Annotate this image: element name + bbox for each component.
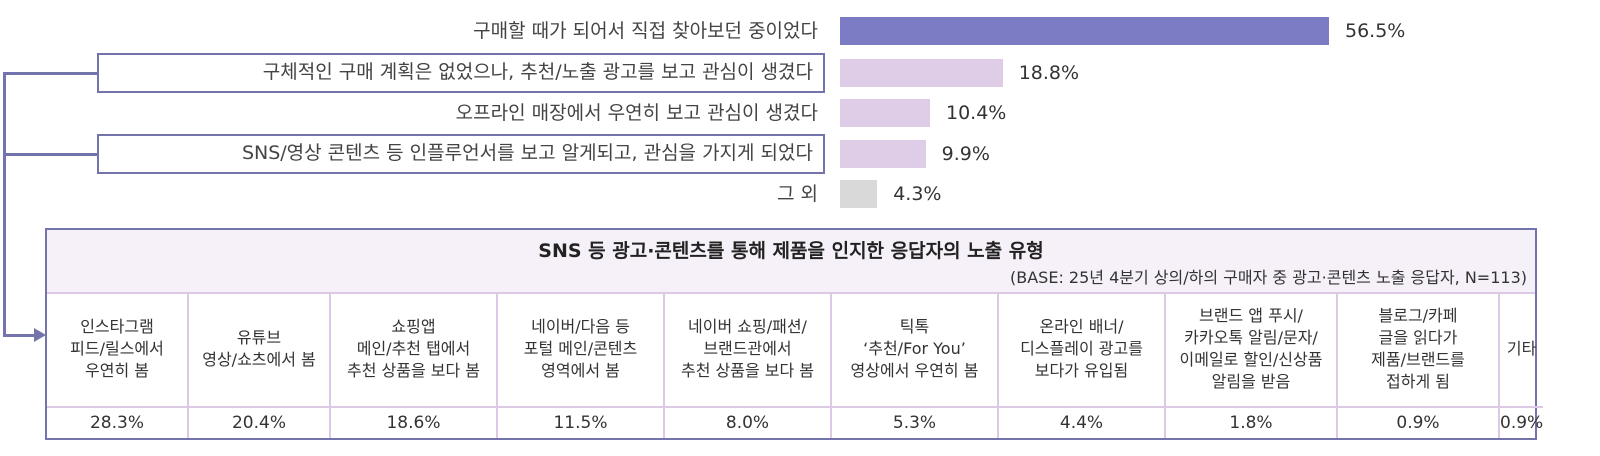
table-column: 기타 0.9% bbox=[1500, 292, 1544, 438]
value-label: 4.3% bbox=[893, 183, 942, 205]
bar-row: 오프라인 매장에서 우연히 보고 관심이 생겼다 10.4% bbox=[0, 93, 1600, 133]
table-column: 인스타그램 피드/릴스에서 우연히 봄 28.3% bbox=[47, 292, 189, 438]
table-column: 브랜드 앱 푸시/ 카카오톡 알림/문자/ 이메일로 할인/신상품 알림을 받음… bbox=[1166, 292, 1338, 438]
bar-row: 그 외 4.3% bbox=[0, 174, 1600, 214]
category-label: 구매할 때가 되어서 직접 찾아보던 중이었다 bbox=[473, 20, 818, 42]
table-column: 온라인 배너/ 디스플레이 광고를 보다가 유입됨 4.4% bbox=[999, 292, 1166, 438]
bar bbox=[840, 180, 878, 208]
table-column: 네이버/다음 등 포털 메인/콘텐츠 영역에서 봄 11.5% bbox=[498, 292, 665, 438]
column-header: 온라인 배너/ 디스플레이 광고를 보다가 유입됨 bbox=[999, 292, 1164, 408]
column-value: 0.9% bbox=[1396, 413, 1440, 433]
bar bbox=[840, 99, 930, 127]
connector-line bbox=[3, 334, 37, 337]
category-label: 오프라인 매장에서 우연히 보고 관심이 생겼다 bbox=[455, 102, 818, 124]
column-value: 5.3% bbox=[892, 413, 937, 433]
table-header: SNS 등 광고·콘텐츠를 통해 제품을 인지한 응답자의 노출 유형 (BAS… bbox=[47, 230, 1535, 294]
column-header: 네이버/다음 등 포털 메인/콘텐츠 영역에서 봄 bbox=[498, 292, 663, 408]
value-label: 10.4% bbox=[946, 102, 1007, 124]
table-column: 쇼핑앱 메인/추천 탭에서 추천 상품을 보다 봄 18.6% bbox=[331, 292, 498, 438]
value-label: 56.5% bbox=[1345, 20, 1406, 42]
column-value: 18.6% bbox=[386, 413, 441, 433]
column-value: 0.9% bbox=[1500, 413, 1544, 433]
column-header: 브랜드 앱 푸시/ 카카오톡 알림/문자/ 이메일로 할인/신상품 알림을 받음 bbox=[1166, 292, 1336, 408]
category-label: SNS/영상 콘텐츠 등 인플루언서를 보고 알게되고, 관심을 가지게 되었다 bbox=[97, 134, 825, 174]
exposure-type-table: SNS 등 광고·콘텐츠를 통해 제품을 인지한 응답자의 노출 유형 (BAS… bbox=[45, 228, 1544, 440]
column-header: 쇼핑앱 메인/추천 탭에서 추천 상품을 보다 봄 bbox=[331, 292, 496, 408]
column-value: 8.0% bbox=[725, 413, 770, 433]
column-value: 28.3% bbox=[89, 413, 144, 433]
column-header: 네이버 쇼핑/패션/ 브랜드관에서 추천 상품을 보다 봄 bbox=[665, 292, 830, 408]
bar bbox=[840, 59, 1003, 87]
column-header: 블로그/카페 글을 읽다가 제품/브랜드를 접하게 됨 bbox=[1338, 292, 1498, 408]
column-header: 인스타그램 피드/릴스에서 우연히 봄 bbox=[47, 292, 187, 408]
column-header: 기타 bbox=[1500, 292, 1544, 408]
table-base-note: (BASE: 25년 4분기 상의/하의 구매자 중 광고·콘텐츠 노출 응답자… bbox=[1010, 268, 1527, 287]
column-header: 틱톡 ‘추천/For You’ 영상에서 우연히 봄 bbox=[832, 292, 997, 408]
connector-line bbox=[3, 72, 98, 75]
table-column: 블로그/카페 글을 읽다가 제품/브랜드를 접하게 됨 0.9% bbox=[1338, 292, 1500, 438]
column-value: 1.8% bbox=[1229, 413, 1273, 433]
table-column: 유튜브 영상/쇼츠에서 봄 20.4% bbox=[189, 292, 331, 438]
bar-row: SNS/영상 콘텐츠 등 인플루언서를 보고 알게되고, 관심을 가지게 되었다… bbox=[0, 134, 1600, 174]
table-column: 틱톡 ‘추천/For You’ 영상에서 우연히 봄 5.3% bbox=[832, 292, 999, 438]
connector-line bbox=[3, 153, 98, 156]
table-columns: 인스타그램 피드/릴스에서 우연히 봄 28.3% 유튜브 영상/쇼츠에서 봄 20.… bbox=[47, 292, 1544, 438]
column-header: 유튜브 영상/쇼츠에서 봄 bbox=[189, 292, 329, 408]
table-title: SNS 등 광고·콘텐츠를 통해 제품을 인지한 응답자의 노출 유형 bbox=[538, 240, 1044, 262]
column-value: 11.5% bbox=[553, 413, 608, 433]
table-column: 네이버 쇼핑/패션/ 브랜드관에서 추천 상품을 보다 봄 8.0% bbox=[665, 292, 832, 438]
bar bbox=[840, 17, 1329, 45]
bar-row: 구체적인 구매 계획은 없었으나, 추천/노출 광고를 보고 관심이 생겼다 18… bbox=[0, 53, 1600, 93]
column-value: 20.4% bbox=[231, 413, 286, 433]
category-label: 구체적인 구매 계획은 없었으나, 추천/노출 광고를 보고 관심이 생겼다 bbox=[97, 53, 825, 93]
category-label: 그 외 bbox=[777, 183, 818, 205]
column-value: 4.4% bbox=[1059, 413, 1104, 433]
connector-line bbox=[3, 72, 6, 336]
bar-row: 구매할 때가 되어서 직접 찾아보던 중이었다 56.5% bbox=[0, 11, 1600, 51]
value-label: 18.8% bbox=[1018, 62, 1080, 84]
arrow-right-icon bbox=[34, 328, 46, 342]
bar bbox=[840, 140, 926, 168]
value-label: 9.9% bbox=[941, 143, 990, 165]
